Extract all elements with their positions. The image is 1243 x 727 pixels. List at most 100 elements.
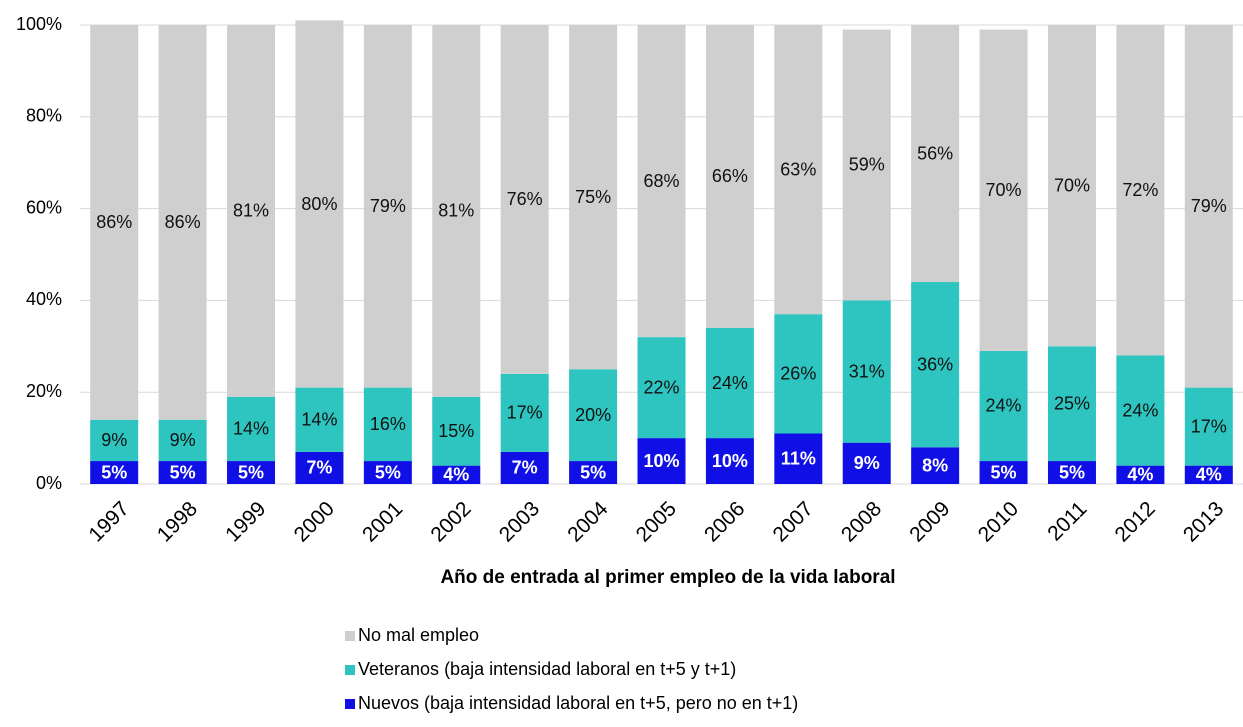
data-label: 7% — [306, 458, 332, 478]
bar-segment — [911, 282, 960, 448]
x-tick-label: 2003 — [495, 497, 544, 546]
bar-segment — [1184, 25, 1233, 388]
bar-segment — [569, 461, 618, 484]
legend-label: Nuevos (baja intensidad laboral en t+5, … — [358, 693, 798, 713]
x-tick-label: 2001 — [358, 497, 407, 546]
bar-segment — [1047, 346, 1096, 462]
data-label: 5% — [170, 462, 196, 482]
data-label: 9% — [854, 453, 880, 473]
bar-segment — [637, 438, 686, 484]
bar-segment — [774, 433, 823, 484]
data-label: 86% — [96, 212, 132, 232]
data-label: 24% — [986, 396, 1022, 416]
x-tick-label: 2013 — [1179, 497, 1228, 546]
legend-label: Veteranos (baja intensidad laboral en t+… — [358, 659, 736, 679]
bar-segment — [569, 25, 618, 370]
bar-segment — [1184, 465, 1233, 484]
x-tick-label: 2006 — [700, 497, 749, 546]
data-label: 31% — [849, 361, 885, 381]
bar-segment — [432, 465, 481, 484]
data-label: 4% — [1196, 465, 1222, 485]
data-label: 5% — [1059, 462, 1085, 482]
bar-segment — [979, 350, 1028, 462]
data-label: 5% — [991, 462, 1017, 482]
bar-segment — [295, 20, 344, 388]
data-label: 14% — [301, 409, 337, 429]
data-label: 63% — [780, 159, 816, 179]
x-axis-title: Año de entrada al primer empleo de la vi… — [440, 567, 895, 588]
data-label: 59% — [849, 155, 885, 175]
bar-segment — [227, 461, 276, 484]
data-label: 5% — [580, 462, 606, 482]
bar-segment — [90, 25, 139, 420]
x-tick-label: 2008 — [837, 497, 886, 546]
data-label: 70% — [1054, 175, 1090, 195]
bar-segment — [774, 25, 823, 315]
y-tick-label: 40% — [26, 289, 62, 309]
legend-swatch — [345, 665, 355, 675]
legend-label: No mal empleo — [358, 625, 479, 645]
bar-segment — [842, 29, 891, 301]
bar-segment — [705, 327, 754, 439]
data-label: 15% — [438, 421, 474, 441]
data-label: 20% — [575, 405, 611, 425]
data-label: 4% — [443, 465, 469, 485]
data-label: 8% — [922, 455, 948, 475]
data-label: 9% — [170, 430, 196, 450]
x-tick-label: 2009 — [905, 497, 954, 546]
data-label: 17% — [1191, 416, 1227, 436]
bar-segment — [842, 300, 891, 443]
x-tick-label: 2004 — [563, 497, 613, 547]
bar-segment — [90, 461, 139, 484]
bar-segment — [1116, 355, 1165, 466]
bar-segment — [432, 396, 481, 466]
data-label: 25% — [1054, 393, 1090, 413]
bar-segment — [227, 25, 276, 397]
bar-segment — [295, 451, 344, 484]
bar-segment — [1116, 465, 1165, 484]
data-label: 81% — [438, 201, 474, 221]
bar-segment — [979, 461, 1028, 484]
bar-segment — [979, 29, 1028, 351]
bar-segment — [227, 396, 276, 462]
bar-segment — [911, 25, 960, 283]
data-label: 17% — [507, 403, 543, 423]
data-label: 79% — [1191, 196, 1227, 216]
data-label: 81% — [233, 201, 269, 221]
data-label: 11% — [781, 449, 816, 469]
bar-segment — [911, 447, 960, 484]
data-label: 80% — [301, 194, 337, 214]
bar-segment — [432, 25, 481, 397]
x-tick-label: 1997 — [84, 497, 133, 546]
legend-swatch — [345, 699, 355, 709]
x-tick-label: 2000 — [290, 497, 339, 546]
bar-segment — [774, 314, 823, 434]
y-tick-label: 20% — [26, 381, 62, 401]
data-label: 22% — [643, 377, 679, 397]
x-tick-label: 2007 — [768, 497, 817, 546]
data-label: 24% — [1122, 400, 1158, 420]
data-label: 9% — [101, 430, 127, 450]
bar-segment — [363, 387, 412, 462]
data-label: 36% — [917, 354, 953, 374]
data-label: 5% — [238, 462, 264, 482]
y-tick-label: 80% — [26, 106, 62, 126]
bar-segment — [637, 25, 686, 338]
x-tick-label: 1999 — [221, 497, 270, 546]
data-label: 5% — [375, 462, 401, 482]
bar-segment — [500, 373, 549, 452]
legend-swatch — [345, 631, 355, 641]
data-label: 10% — [712, 451, 748, 471]
data-label: 14% — [233, 419, 269, 439]
data-label: 4% — [1127, 465, 1153, 485]
x-tick-label: 1998 — [153, 497, 202, 546]
bar-segment — [842, 442, 891, 484]
bar-segment — [158, 419, 207, 462]
y-tick-label: 100% — [16, 14, 62, 34]
data-label: 10% — [643, 451, 679, 471]
bar-segment — [500, 451, 549, 484]
x-tick-label: 2002 — [426, 497, 475, 546]
bar-segment — [158, 25, 207, 420]
bar-segment — [295, 387, 344, 452]
